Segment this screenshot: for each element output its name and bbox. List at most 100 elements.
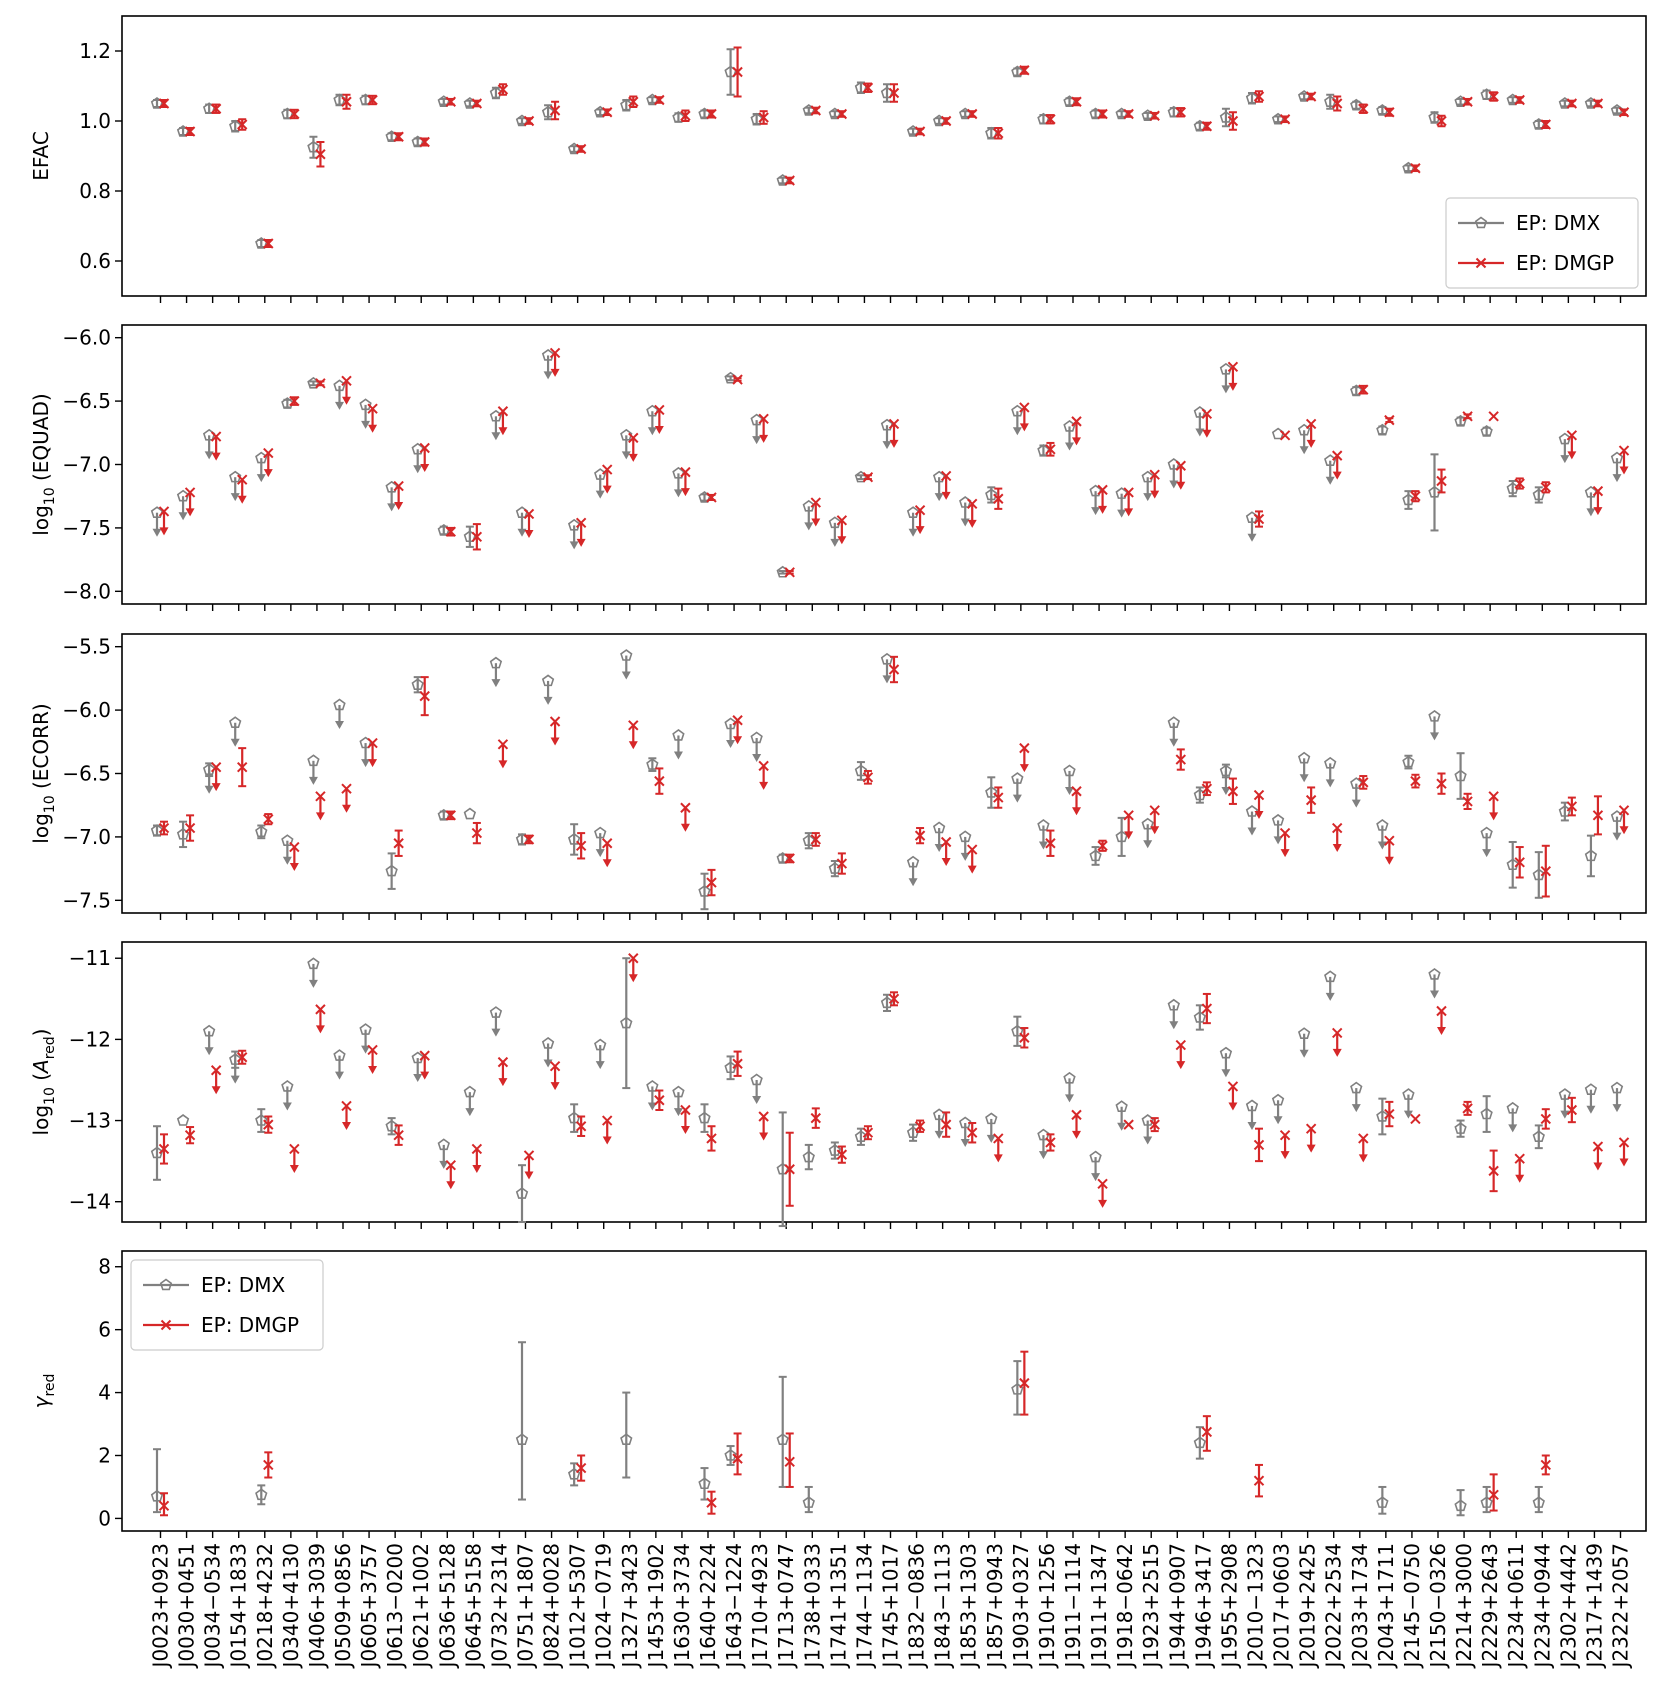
- data-marker: [1141, 817, 1154, 830]
- data-marker: [210, 1065, 222, 1076]
- data-point: [784, 853, 795, 864]
- data-marker: [1402, 755, 1415, 768]
- data-point: [1566, 430, 1578, 460]
- y-tick-label: −5.5: [62, 635, 111, 659]
- data-point: [1350, 777, 1363, 808]
- data-point: [802, 832, 815, 850]
- data-point: [541, 104, 555, 121]
- error-bar: [309, 380, 318, 387]
- data-marker: [932, 821, 946, 834]
- data-point: [393, 480, 404, 511]
- data-point: [471, 523, 483, 551]
- error-bar: [1430, 453, 1439, 532]
- panel-1: 0.6 0.8 1.0 1.2 EFAC EP: DMX EP: DMGP: [29, 15, 1647, 303]
- data-point: [411, 1051, 424, 1083]
- data-point: [1514, 94, 1525, 106]
- data-marker: [1592, 485, 1604, 497]
- upper-limit-arrow: [237, 479, 247, 504]
- data-marker: [698, 884, 711, 897]
- data-point: [967, 1121, 978, 1144]
- y-tick-label: 0.6: [79, 249, 111, 273]
- data-marker: [523, 1150, 535, 1161]
- data-point: [1305, 786, 1317, 814]
- data-marker: [680, 1104, 691, 1116]
- data-point: [750, 413, 763, 445]
- data-marker: [1454, 769, 1467, 782]
- data-point: [1506, 840, 1519, 889]
- data-marker: [158, 1143, 170, 1155]
- data-point: [1141, 470, 1154, 502]
- error-bar: [570, 823, 579, 856]
- upper-limit-arrow: [941, 475, 951, 500]
- data-marker: [1332, 1027, 1343, 1039]
- upper-limit-arrow: [289, 1148, 299, 1173]
- data-marker: [367, 94, 378, 106]
- data-marker: [1167, 716, 1180, 729]
- data-marker: [1506, 858, 1519, 871]
- upper-limit-arrow: [837, 520, 847, 545]
- data-point: [1071, 416, 1082, 446]
- upper-limit-arrow: [1072, 791, 1081, 816]
- data-point: [471, 98, 483, 109]
- x-tick-label: J2017+0603: [1270, 1543, 1294, 1669]
- upper-limit-arrow: [993, 1138, 1003, 1163]
- upper-limit-arrow: [342, 1105, 351, 1130]
- data-point: [1149, 805, 1160, 835]
- data-marker: [393, 131, 404, 142]
- data-marker: [1227, 1081, 1239, 1092]
- error-bar: [778, 570, 787, 575]
- data-marker: [1428, 967, 1441, 980]
- data-marker: [602, 1115, 613, 1126]
- data-marker: [1402, 1088, 1415, 1100]
- data-point: [411, 442, 424, 474]
- data-point: [672, 1085, 685, 1117]
- data-marker: [1514, 94, 1525, 106]
- error-bar: [570, 1462, 579, 1487]
- data-marker: [1175, 107, 1186, 118]
- data-marker: [1201, 783, 1213, 794]
- x-tick-label: J1911−1114: [1061, 1543, 1085, 1669]
- data-marker: [1350, 384, 1363, 397]
- data-marker: [959, 830, 972, 843]
- data-point: [1149, 1117, 1160, 1133]
- x-tick-label: J1745+1017: [879, 1543, 903, 1669]
- data-marker: [367, 737, 378, 749]
- error-bar: [778, 1375, 787, 1488]
- data-point: [836, 852, 848, 875]
- data-marker: [1201, 1003, 1213, 1014]
- data-point: [315, 141, 326, 168]
- data-marker: [1618, 107, 1630, 118]
- data-point: [523, 508, 535, 538]
- data-marker: [628, 953, 639, 964]
- upper-limit-arrow: [628, 958, 638, 983]
- data-marker: [1045, 1137, 1056, 1148]
- data-point: [1332, 450, 1343, 480]
- data-marker: [1324, 756, 1337, 769]
- data-marker: [158, 98, 170, 109]
- upper-limit-arrow: [1437, 1010, 1446, 1035]
- data-marker: [307, 957, 320, 970]
- upper-limit-arrow: [342, 380, 351, 405]
- data-marker: [1305, 794, 1317, 806]
- y-tick-label: −8.0: [62, 579, 111, 603]
- data-point: [263, 238, 274, 249]
- error-bar: [1013, 1360, 1022, 1416]
- data-point: [367, 737, 378, 768]
- upper-limit-arrow: [498, 744, 508, 769]
- data-marker: [680, 466, 691, 478]
- upper-limit-arrow: [1593, 1146, 1603, 1171]
- data-marker: [906, 1126, 920, 1138]
- data-marker: [732, 374, 743, 385]
- data-marker: [1175, 754, 1186, 765]
- x-tick-label: J0613−0200: [383, 1543, 407, 1669]
- data-point: [1514, 846, 1525, 879]
- upper-limit-arrow: [159, 511, 169, 536]
- x-tick-label: J0218+4232: [253, 1543, 277, 1669]
- data-marker: [210, 761, 222, 773]
- data-marker: [445, 1159, 456, 1171]
- data-point: [1115, 1100, 1128, 1131]
- legend-frame: [130, 1259, 324, 1351]
- data-point: [1506, 1101, 1519, 1133]
- data-marker: [333, 698, 346, 711]
